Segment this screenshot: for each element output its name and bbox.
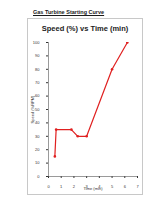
svg-text:Time (min): Time (min) (84, 186, 104, 191)
svg-text:2: 2 (73, 184, 76, 189)
html-text:Speed (%) vs Time (min): Speed (%) vs Time (min) (41, 24, 129, 33)
svg-text:0: 0 (37, 174, 40, 179)
svg-text:7: 7 (136, 184, 139, 189)
svg-text:1: 1 (60, 184, 63, 189)
svg-text:40: 40 (35, 120, 40, 125)
svg-text:60: 60 (35, 93, 40, 98)
svg-text:80: 80 (35, 67, 40, 72)
svg-text:30: 30 (35, 134, 40, 139)
svg-text:6: 6 (124, 184, 127, 189)
svg-text:50: 50 (35, 107, 40, 112)
svg-text:0: 0 (47, 184, 50, 189)
svg-text:100: 100 (33, 40, 40, 45)
svg-text:10: 10 (35, 160, 40, 165)
svg-text:5: 5 (111, 184, 114, 189)
html-text:Gas Turbine Starting Curve: Gas Turbine Starting Curve (33, 9, 105, 15)
svg-text:Speed (%RPM): Speed (%RPM) (30, 95, 35, 123)
svg-text:90: 90 (35, 53, 40, 58)
svg-text:20: 20 (35, 147, 40, 152)
svg-text:70: 70 (35, 80, 40, 85)
